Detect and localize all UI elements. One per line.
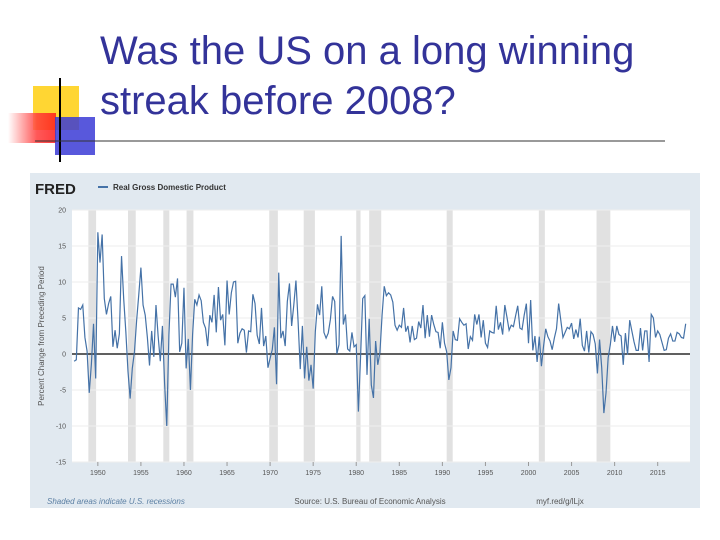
- deco-red: [8, 113, 56, 143]
- recession-band: [356, 210, 361, 462]
- x-tick-label: 2015: [650, 470, 666, 477]
- x-tick-label: 1985: [392, 470, 408, 477]
- slide-title: Was the US on a long winning streak befo…: [100, 29, 635, 123]
- recession-band: [88, 210, 97, 462]
- recession-band: [127, 210, 136, 462]
- y-tick-label: 20: [58, 208, 66, 215]
- source: Source: U.S. Bureau of Economic Analysis: [294, 497, 445, 506]
- y-axis-label: Percent Change from Preceding Period: [37, 266, 46, 406]
- note: Shaded areas indicate U.S. recessions: [47, 497, 185, 506]
- recession-band: [163, 210, 170, 462]
- y-tick-label: 0: [62, 352, 66, 359]
- x-tick-label: 1975: [305, 470, 321, 477]
- x-tick-label: 1950: [90, 470, 106, 477]
- logo: FRED: [35, 181, 76, 198]
- recession-band: [596, 210, 611, 462]
- recession-band: [303, 210, 315, 462]
- recession-band: [538, 210, 545, 462]
- y-tick-label: -15: [56, 460, 66, 467]
- x-tick-label: 1990: [435, 470, 451, 477]
- deco-blue: [55, 117, 95, 155]
- series-line: [73, 232, 687, 427]
- x-tick-label: 2005: [564, 470, 580, 477]
- x-tick-label: 1980: [348, 470, 364, 477]
- x-tick-label: 2010: [607, 470, 623, 477]
- recession-band: [186, 210, 194, 462]
- x-tick-label: 1995: [478, 470, 494, 477]
- recession-band: [369, 210, 382, 462]
- y-tick-label: 10: [58, 280, 66, 287]
- x-tick-label: 1960: [176, 470, 192, 477]
- recession-band: [446, 210, 453, 462]
- y-tick-label: 5: [62, 316, 66, 323]
- x-tick-label: 1965: [219, 470, 235, 477]
- link: myf.red/g/lLjx: [536, 497, 584, 506]
- x-tick-label: 1970: [262, 470, 278, 477]
- x-tick-label: 2000: [521, 470, 537, 477]
- x-tick-label: 1955: [133, 470, 149, 477]
- y-tick-label: -10: [56, 424, 66, 431]
- y-tick-label: -5: [60, 388, 66, 395]
- y-tick-label: 15: [58, 244, 66, 251]
- legend-label: Real Gross Domestic Product: [113, 183, 226, 192]
